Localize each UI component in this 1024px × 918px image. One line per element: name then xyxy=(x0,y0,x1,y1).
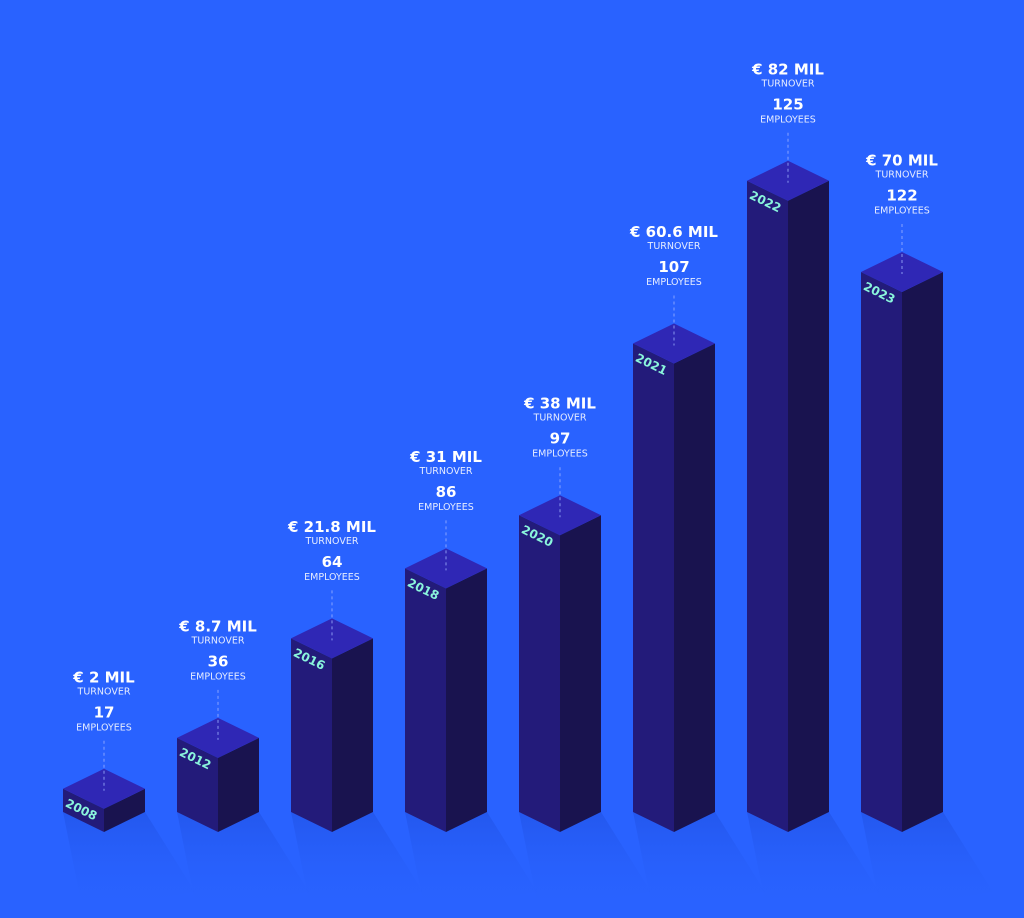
bar-side xyxy=(332,638,373,832)
employees-label: EMPLOYEES xyxy=(646,277,702,288)
bar-shadow xyxy=(861,812,993,912)
employees-value: 97 xyxy=(550,430,571,448)
turnover-label: TURNOVER xyxy=(647,241,701,252)
bar-front xyxy=(519,515,560,832)
bar-side xyxy=(560,515,601,832)
bar-shadow xyxy=(633,812,765,912)
turnover-value: € 8.7 MIL xyxy=(178,617,257,635)
employees-value: 64 xyxy=(322,553,343,571)
bar-front xyxy=(63,788,104,832)
turnover-value: € 38 MIL xyxy=(523,395,596,413)
bar-shadow xyxy=(177,812,309,912)
employees-label: EMPLOYEES xyxy=(760,114,816,125)
bar-front xyxy=(747,180,788,833)
bar-side xyxy=(446,568,487,832)
employees-label: EMPLOYEES xyxy=(190,671,246,682)
turnover-label: TURNOVER xyxy=(875,170,929,181)
bar-side xyxy=(104,788,145,832)
employees-value: 107 xyxy=(658,258,689,276)
bar-shadow xyxy=(63,812,195,912)
employees-value: 125 xyxy=(772,95,803,113)
employees-value: 36 xyxy=(208,652,229,670)
bar-side xyxy=(788,180,829,833)
employees-value: 86 xyxy=(436,483,457,501)
turnover-value: € 21.8 MIL xyxy=(287,518,376,536)
turnover-value: € 60.6 MIL xyxy=(629,223,718,241)
bar-side xyxy=(218,737,259,832)
turnover-value: € 70 MIL xyxy=(865,152,938,170)
turnover-value: € 2 MIL xyxy=(72,668,135,686)
bar-shadow xyxy=(291,812,423,912)
turnover-value: € 31 MIL xyxy=(409,448,482,466)
turnover-label: TURNOVER xyxy=(191,635,245,646)
turnover-label: TURNOVER xyxy=(533,413,587,424)
turnover-value: € 82 MIL xyxy=(751,60,824,78)
turnover-label: TURNOVER xyxy=(305,536,359,547)
employees-label: EMPLOYEES xyxy=(304,572,360,583)
bar-shadow xyxy=(405,812,537,912)
bar-front xyxy=(177,737,218,832)
bar-shadow xyxy=(747,812,879,912)
bar-front xyxy=(633,343,674,832)
bar-shadow xyxy=(519,812,651,912)
employees-value: 122 xyxy=(886,187,917,205)
turnover-label: TURNOVER xyxy=(419,466,473,477)
turnover-label: TURNOVER xyxy=(761,78,815,89)
bar-front xyxy=(291,638,332,832)
employees-value: 17 xyxy=(94,703,115,721)
bar-side xyxy=(902,272,943,832)
bar-front xyxy=(861,272,902,832)
turnover-label: TURNOVER xyxy=(77,686,131,697)
bar-front xyxy=(405,568,446,832)
employees-label: EMPLOYEES xyxy=(532,449,588,460)
employees-label: EMPLOYEES xyxy=(418,502,474,513)
employees-label: EMPLOYEES xyxy=(874,206,930,217)
bar-side xyxy=(674,343,715,832)
employees-label: EMPLOYEES xyxy=(76,722,132,733)
